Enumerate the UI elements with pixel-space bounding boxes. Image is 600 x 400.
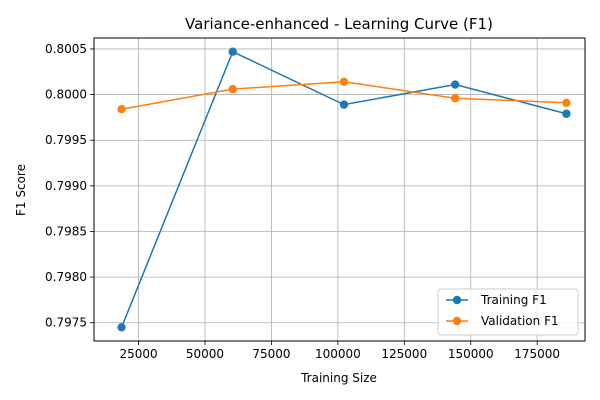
data-point xyxy=(562,98,571,107)
series-1 xyxy=(117,77,571,114)
legend-label: Validation F1 xyxy=(481,314,559,328)
y-tick-label: 0.8000 xyxy=(45,88,87,102)
data-point xyxy=(117,323,126,332)
data-point xyxy=(228,47,237,56)
x-tick-label: 175000 xyxy=(514,347,560,361)
legend-label: Training F1 xyxy=(480,293,547,307)
legend-item: Validation F1 xyxy=(446,314,559,328)
y-tick-label: 0.7990 xyxy=(45,179,87,193)
legend-box xyxy=(437,288,579,336)
data-point xyxy=(339,77,349,87)
legend-marker xyxy=(452,316,462,326)
legend-item: Training F1 xyxy=(446,293,547,307)
y-tick-label: 0.7995 xyxy=(45,133,87,147)
data-point xyxy=(339,100,349,109)
x-tick-label: 75000 xyxy=(252,347,290,361)
x-tick-label: 125000 xyxy=(381,347,427,361)
y-tick-label: 0.7985 xyxy=(45,224,87,238)
y-tick-label: 0.7980 xyxy=(45,270,87,284)
x-tick-label: 25000 xyxy=(119,347,157,361)
x-tick-label: 150000 xyxy=(448,347,494,361)
legend-marker xyxy=(452,295,462,305)
x-tick-label: 100000 xyxy=(315,347,361,361)
data-point xyxy=(562,109,571,118)
data-point xyxy=(450,80,460,89)
y-tick-label: 0.7975 xyxy=(45,316,87,330)
chart-title: Variance-enhanced - Learning Curve (F1) xyxy=(185,15,493,33)
y-tick-label: 0.8005 xyxy=(45,42,87,56)
data-point xyxy=(450,94,460,103)
x-tick-label: 50000 xyxy=(186,347,224,361)
legend: Training F1 Validation F1 xyxy=(437,288,579,336)
x-axis-title: Training Size xyxy=(300,371,377,385)
data-point xyxy=(228,84,237,94)
data-point xyxy=(117,104,126,114)
series-0 xyxy=(117,47,571,332)
series-layer xyxy=(117,47,571,332)
plot-frame xyxy=(93,37,586,342)
y-axis-title: F1 Score xyxy=(14,164,28,216)
axis-ticks: 25000 50000 75000 100000 125000 150000 175000 0… xyxy=(45,42,560,361)
